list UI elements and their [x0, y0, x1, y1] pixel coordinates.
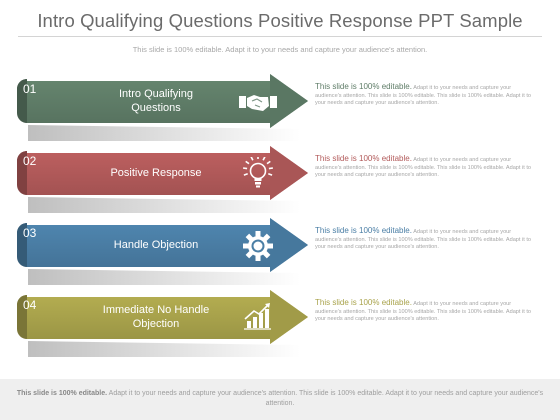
handshake-icon	[238, 89, 278, 120]
step-4: 04 Immediate No Handle Objection This slide…	[0, 289, 560, 359]
footer-bold: This slide is 100% editable.	[16, 390, 108, 397]
slide-subtitle: This slide is 100% editable. Adapt it to…	[132, 45, 428, 54]
step-label-line2: Objection	[132, 318, 180, 330]
gear-icon	[238, 229, 278, 268]
step-description-head: This slide is 100% editable.	[315, 226, 412, 235]
step-1: 01 Intro Qualifying Questions This slide is…	[0, 73, 560, 143]
step-arrow-shape	[17, 146, 308, 213]
step-label: Positive Response	[80, 166, 232, 180]
step-number: 03	[23, 226, 37, 240]
step-label-line2: Questions	[131, 102, 181, 114]
step-description-body: Adapt it to your needs and capture your …	[315, 229, 532, 251]
step-2: 02 Positive Response This slide is 100% ed…	[0, 145, 560, 215]
step-arrow-shape	[17, 290, 308, 357]
title-divider	[18, 36, 542, 37]
step-description-body: Adapt it to your needs and capture your …	[315, 157, 532, 179]
step-arrow-shape	[17, 74, 308, 141]
step-label: Handle Objection	[80, 238, 232, 252]
slide-title: Intro Qualifying Questions Positive Resp…	[37, 10, 523, 31]
footer-text: This slide is 100% editable. Adapt it to…	[12, 389, 548, 409]
step-label-line1: Handle Objection	[113, 239, 199, 251]
footer-bar: This slide is 100% editable. Adapt it to…	[0, 379, 560, 420]
step-label-line1: Immediate No Handle	[102, 304, 210, 316]
step-arrow-shape	[17, 218, 308, 285]
footer-body: Adapt it to your needs and capture your …	[108, 390, 544, 407]
step-description-head: This slide is 100% editable.	[315, 298, 412, 307]
step-label-line1: Intro Qualifying	[119, 88, 193, 100]
step-description: This slide is 100% editable. Adapt it to…	[315, 83, 537, 108]
step-3: 03 Handle Objection This slide is 100% edi…	[0, 217, 560, 287]
step-description-head: This slide is 100% editable.	[315, 82, 412, 91]
step-label-line1: Positive Response	[110, 167, 202, 179]
lightbulb-icon	[238, 155, 278, 196]
step-number: 02	[23, 154, 37, 168]
step-description: This slide is 100% editable. Adapt it to…	[315, 299, 537, 324]
step-number: 01	[23, 82, 37, 96]
step-description: This slide is 100% editable. Adapt it to…	[315, 227, 537, 252]
step-description-body: Adapt it to your needs and capture your …	[315, 85, 532, 107]
step-description: This slide is 100% editable. Adapt it to…	[315, 155, 537, 180]
step-label: Immediate No Handle Objection	[80, 303, 232, 331]
growth-chart-icon	[238, 301, 278, 336]
step-description-body: Adapt it to your needs and capture your …	[315, 301, 532, 323]
step-label: Intro Qualifying Questions	[80, 87, 232, 115]
step-number: 04	[23, 298, 37, 312]
step-description-head: This slide is 100% editable.	[315, 154, 412, 163]
